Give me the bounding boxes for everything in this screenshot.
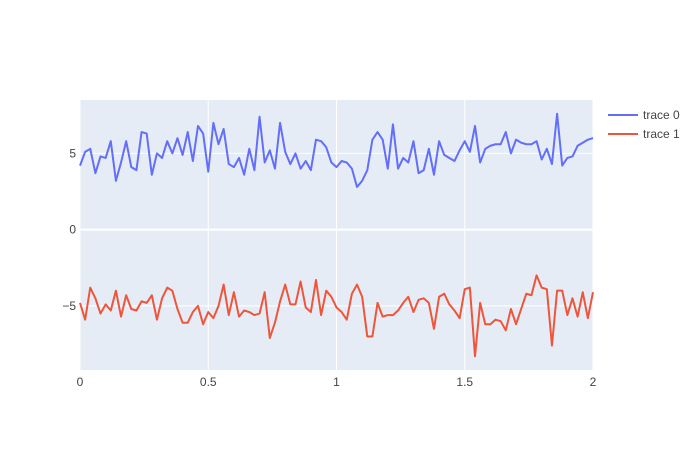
legend-item-trace-0[interactable]: trace 0: [608, 108, 680, 122]
series-lines: [79, 112, 594, 358]
x-axis-ticks: 0 0.5 1 1.5 2: [77, 375, 597, 389]
x-tick-label: 1: [333, 375, 340, 389]
series-line-trace-1: [79, 274, 594, 358]
x-tick-label: 0.5: [200, 375, 217, 389]
x-tick-label: 0: [77, 375, 84, 389]
legend-item-trace-1[interactable]: trace 1: [608, 127, 680, 141]
y-tick-label: 5: [69, 146, 76, 160]
legend-label: trace 1: [643, 127, 680, 141]
x-tick-label: 1.5: [456, 375, 473, 389]
y-tick-label: 0: [69, 223, 76, 237]
legend-label: trace 0: [643, 108, 680, 122]
legend[interactable]: trace 0 trace 1: [608, 108, 680, 141]
grid-lines: [79, 100, 594, 370]
x-tick-label: 2: [590, 375, 597, 389]
y-tick-label: −5: [62, 299, 76, 313]
series-line-trace-0: [79, 112, 594, 188]
y-axis-ticks: −5 0 5: [62, 146, 76, 313]
